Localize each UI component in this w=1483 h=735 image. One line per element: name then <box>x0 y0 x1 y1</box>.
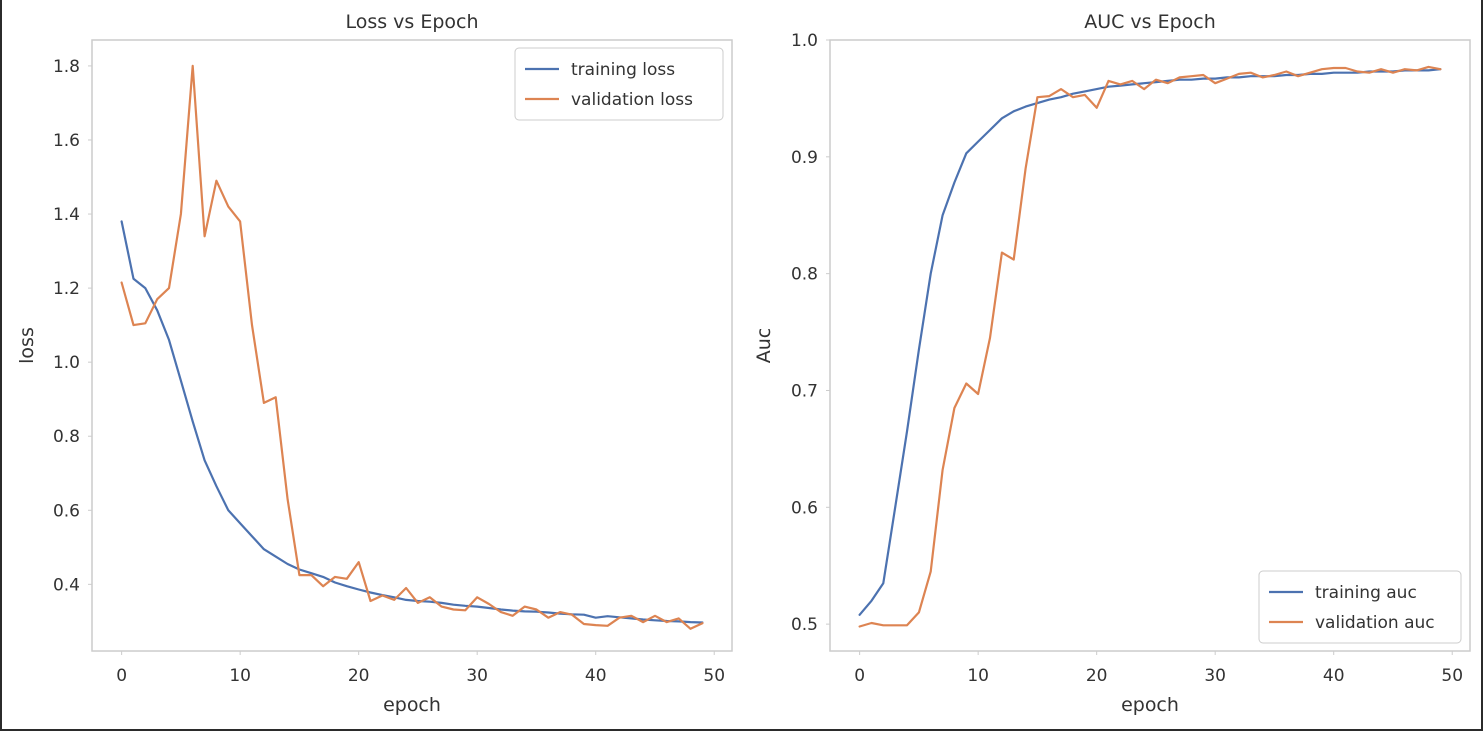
y-tick-label: 1.8 <box>53 57 80 77</box>
x-tick-label: 10 <box>967 666 989 686</box>
series-line-validation-loss <box>120 64 704 630</box>
x-tick-label: 40 <box>585 666 607 686</box>
y-tick-label: 0.8 <box>53 427 80 447</box>
x-tick-label: 0 <box>854 666 865 686</box>
y-tick-label: 0.6 <box>791 498 818 518</box>
x-tick-label: 30 <box>1204 666 1226 686</box>
legend-box <box>514 47 724 121</box>
series-line-training-auc <box>858 68 1442 616</box>
auc-chart: AUC vs Epoch 0 10 20 30 40 50 0.5 0.6 0.7 0.8 0.9 1.… <box>753 11 1471 716</box>
y-tick-label: 1.4 <box>53 205 80 225</box>
y-tick-label: 0.5 <box>791 615 818 635</box>
x-tick-label: 40 <box>1323 666 1345 686</box>
x-tick-label: 50 <box>703 666 725 686</box>
loss-chart: Loss vs Epoch 0 10 20 30 40 50 0.4 0.6 0.8 1.0 1.2 1… <box>16 11 733 716</box>
x-tick-label: 20 <box>1086 666 1108 686</box>
y-tick-label: 1.0 <box>791 31 818 51</box>
y-tick-label: 0.6 <box>53 501 80 521</box>
y-tick-label: 0.8 <box>791 265 818 285</box>
y-tick-label: 1.6 <box>53 131 80 151</box>
legend-label: validation loss <box>571 90 693 110</box>
series-line-training-loss <box>120 220 704 624</box>
y-tick-label: 1.0 <box>53 353 80 373</box>
plot-area <box>829 39 1471 652</box>
y-tick-label: 0.7 <box>791 381 818 401</box>
series-line-validation-auc <box>858 65 1442 628</box>
y-tick-label: 1.2 <box>53 279 80 299</box>
frame-border-left <box>0 0 2 731</box>
y-axis-label: Auc <box>753 328 775 364</box>
y-axis-label: loss <box>16 327 38 364</box>
chart-title: AUC vs Epoch <box>1084 11 1216 33</box>
x-tick-label: 10 <box>229 666 251 686</box>
x-axis-label: epoch <box>383 694 441 716</box>
frame-border-bottom <box>0 729 1483 731</box>
y-tick-label: 0.9 <box>791 148 818 168</box>
chart-title: Loss vs Epoch <box>345 11 478 33</box>
x-axis-label: epoch <box>1121 694 1179 716</box>
x-tick-label: 30 <box>466 666 488 686</box>
frame-border-right <box>1481 0 1483 731</box>
x-tick-label: 50 <box>1441 666 1463 686</box>
legend-label: training loss <box>571 60 675 80</box>
legend-label: training auc <box>1315 583 1417 603</box>
x-tick-label: 20 <box>348 666 370 686</box>
legend-label: validation auc <box>1315 613 1435 633</box>
y-tick-label: 0.4 <box>53 575 80 595</box>
legend-box <box>1258 570 1462 644</box>
x-tick-label: 0 <box>116 666 127 686</box>
